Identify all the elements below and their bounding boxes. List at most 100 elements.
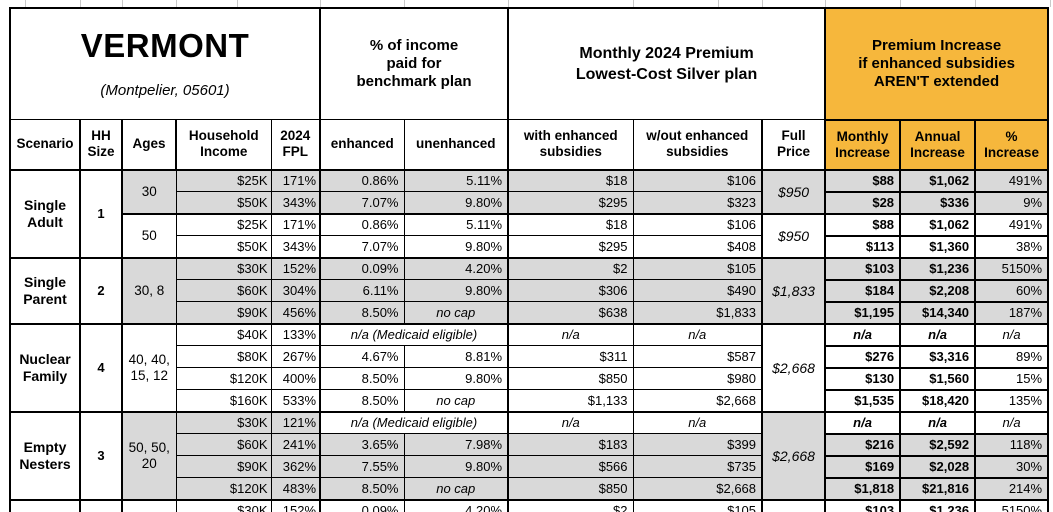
gridline [633,0,634,7]
cell-unenhanced-pct: no cap [403,301,509,324]
cell-pct-increase: 491% [974,212,1050,236]
col-header-household-income: Household Income [175,119,272,171]
cell-annual-increase: $1,236 [899,256,976,280]
cell-fpl: 343% [270,191,321,214]
table-row: $90K 362% 7.55% 9.80% $566 $735 $169 $2,028 30% [10,454,1050,478]
cell-pct-increase: 135% [974,388,1050,412]
cell-scenario: Empty Nesters [9,410,81,500]
cell-without-subsidies: $735 [632,455,763,478]
cell-pct-increase: 491% [974,168,1050,192]
cell-hh-size: 2 [79,256,123,324]
state-subtitle: (Montpelier, 05601) [100,82,230,99]
cell-fpl: 304% [270,279,321,302]
cell-household-income: $25K [175,212,272,236]
cell-unenhanced-pct: 8.81% [403,345,509,368]
cell-household-income: $50K [175,235,272,258]
cell-without-subsidies: $2,668 [632,477,763,500]
gridline [320,0,321,7]
cell-enhanced-pct: 8.50% [319,477,405,500]
cell-fpl: 152% [270,498,321,512]
cell-pct-increase: 5150% [974,498,1050,512]
cell-without-subsidies: n/a [632,410,763,434]
cell-fpl: 171% [270,168,321,192]
col-header-ages: Ages [121,119,177,171]
benchmark-group-header: % of income paid for benchmark plan [319,7,510,120]
cell-with-subsidies: $566 [507,455,634,478]
cell-without-subsidies: $399 [632,433,763,456]
cell-medicaid-note: n/a (Medicaid eligible) [318,322,509,346]
gridline [975,0,976,7]
cell-without-subsidies: $2,668 [632,389,763,412]
cell-without-subsidies: $408 [632,235,763,258]
cell-monthly-increase: $169 [824,454,901,478]
cell-with-subsidies: $638 [507,301,634,324]
cell-household-income: $25K [175,168,272,192]
premium-group-header: Monthly 2024 Premium Lowest-Cost Silver … [507,7,827,120]
cell-enhanced-pct: 7.07% [319,191,405,214]
cell-fpl: 152% [270,256,321,280]
cell-monthly-increase: $216 [824,432,901,456]
cell-scenario: Pre- Retirees [9,498,81,512]
cell-pct-increase: 118% [974,432,1050,456]
cell-annual-increase: $1,560 [899,366,976,390]
table-body: Single Adult 1 30 $25K 171% 0.86% 5.11% $18 $106… [9,168,1050,512]
cell-monthly-increase: $88 [824,212,901,236]
cell-enhanced-pct: 3.65% [319,433,405,456]
cell-fpl: 241% [270,433,321,456]
table-row: Single Adult 1 30 $25K 171% 0.86% 5.11% $18 $106… [9,168,1050,258]
cell-monthly-increase: $103 [824,256,901,280]
gridline [900,0,901,7]
col-header-scenario: Scenario [9,119,81,171]
gridline [122,0,123,7]
cell-with-subsidies: $2 [507,256,634,280]
cell-unenhanced-pct: 5.11% [403,168,509,192]
cell-with-subsidies: $18 [507,168,634,192]
cell-pct-increase: n/a [974,322,1050,346]
cell-annual-increase: $1,360 [899,234,976,258]
col-header-fpl: 2024 FPL [270,119,321,171]
cell-with-subsidies: $311 [507,345,634,368]
cell-pct-increase: 89% [974,344,1050,368]
gridline [825,0,826,7]
cell-scenario: Nuclear Family [9,322,81,412]
cell-enhanced-pct: 8.50% [319,301,405,324]
gridline [176,0,177,7]
cell-pct-increase: 9% [974,190,1050,214]
cell-hh-size: 4 [79,322,123,412]
col-header-pct-increase: % Increase [974,118,1050,171]
cell-unenhanced-pct: 4.20% [403,498,509,512]
cell-household-income: $90K [175,455,272,478]
cell-pct-increase: 5150% [974,256,1050,280]
cell-unenhanced-pct: 9.80% [403,367,509,390]
cell-annual-increase: $1,062 [899,212,976,236]
cell-household-income: $30K [175,256,272,280]
cell-ages: 50 [121,212,177,258]
cell-fpl: 483% [270,477,321,500]
cell-ages: 30 [121,168,177,214]
cell-enhanced-pct: 0.09% [319,498,405,512]
cell-enhanced-pct: 0.86% [319,212,405,236]
cell-annual-increase: $18,420 [899,388,976,412]
cell-annual-increase: $336 [899,190,976,214]
state-title: VERMONT [80,27,250,64]
cell-with-subsidies: $295 [507,191,634,214]
col-header-with-subsidies: with enhanced subsidies [507,119,634,171]
cell-unenhanced-pct: 9.80% [403,191,509,214]
cell-full-price: $950 [761,168,826,214]
col-header-annual-increase: Annual Increase [899,118,977,171]
cell-annual-increase: $3,316 [899,344,976,368]
cell-fpl: 533% [270,389,321,412]
gridline [237,0,238,7]
cell-annual-increase: $1,062 [899,168,976,192]
cell-ages: 60, 60 [121,498,177,512]
gridline [1050,0,1051,7]
cell-unenhanced-pct: 5.11% [403,212,509,236]
cell-full-price: $2,668 [761,322,826,412]
cell-with-subsidies: $306 [507,279,634,302]
cell-with-subsidies: $2 [507,498,634,512]
gridline [80,0,81,7]
cell-fpl: 267% [270,345,321,368]
cell-household-income: $40K [175,322,272,346]
table-row: $60K 304% 6.11% 9.80% $306 $490 $184 $2,208 60% [10,278,1050,302]
